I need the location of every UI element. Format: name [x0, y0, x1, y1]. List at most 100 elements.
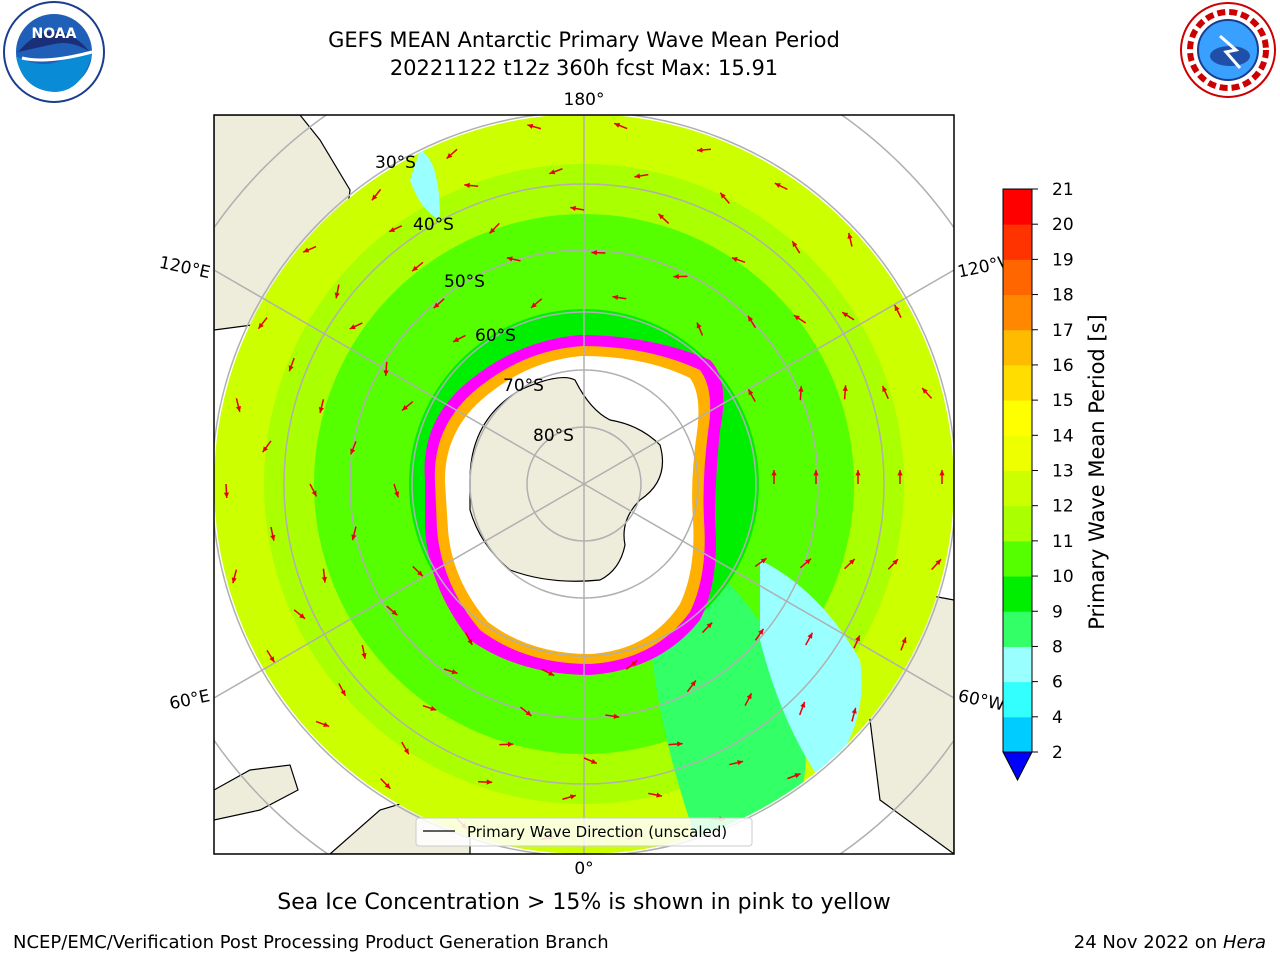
- colorbar-segment: [1003, 646, 1032, 683]
- colorbar-segment: [1003, 576, 1032, 612]
- wave-arrow-head: [389, 227, 396, 232]
- wave-arrow-head: [467, 638, 473, 645]
- lat-label-70s: 70°S: [503, 376, 544, 396]
- wave-arrow-head: [340, 689, 346, 696]
- wave-arrow-head: [842, 385, 848, 391]
- wave-arrow-head: [922, 387, 928, 394]
- lon-label-60w: 60°W: [956, 686, 1006, 715]
- wave-arrow-head: [262, 446, 268, 453]
- wave-arrow-head: [631, 660, 638, 666]
- wave-direction-arrows: [223, 122, 945, 841]
- wave-arrow-head: [849, 559, 855, 565]
- wave-arrow-head: [334, 292, 340, 299]
- lat-label-50s: 50°S: [444, 272, 485, 292]
- colorbar-tick-label: 14: [1052, 426, 1074, 446]
- wave-arrow-head: [697, 147, 703, 153]
- wave-arrow-head: [706, 622, 713, 629]
- noaa-logo-icon: NOAA: [3, 1, 105, 103]
- map-frame: 30°S 40°S 50°S 60°S 70°S 80°S Primary Wa…: [214, 115, 954, 854]
- wave-arrow-head: [371, 194, 378, 201]
- wave-arrow-head: [451, 669, 458, 675]
- wave-arrow-head: [318, 407, 324, 413]
- wave-arrow-head: [391, 609, 398, 616]
- wave-arrow-head: [569, 794, 576, 800]
- wave-arrow-head: [771, 470, 777, 476]
- wave-arrow-head: [311, 490, 317, 497]
- colorbar-segment: [1003, 400, 1032, 436]
- colorbar-segment: [1003, 716, 1032, 753]
- wave-arrow-head: [383, 370, 389, 376]
- wave-arrow-head: [855, 635, 860, 642]
- colorbar-tick-label: 8: [1052, 637, 1063, 657]
- footer-date-prefix: 24 Nov 2022 on: [1073, 932, 1223, 953]
- colorbar-segment: [1003, 329, 1032, 366]
- colorbar-tick-label: 9: [1052, 602, 1063, 622]
- lon-label-60e: 60°E: [168, 686, 212, 714]
- wave-arrow-head: [590, 758, 597, 764]
- wave-arrow-head: [453, 337, 460, 342]
- wave-arrow-head: [935, 559, 942, 566]
- wave-arrow-head: [658, 213, 665, 220]
- wave-arrow-head: [746, 693, 752, 700]
- wave-arrow-head: [851, 707, 857, 714]
- wave-arrow-head: [525, 710, 532, 716]
- lon-label-120e: 120°E: [157, 253, 212, 283]
- wave-arrow-head: [612, 294, 619, 301]
- wave-arrow-head: [351, 534, 357, 541]
- wave-arrow-head: [321, 576, 327, 583]
- colorbar-segment: [1003, 364, 1032, 401]
- wave-arrow-head: [299, 613, 306, 619]
- colorbar-tick-label: 19: [1052, 250, 1074, 270]
- wave-arrow-head: [270, 534, 276, 541]
- antarctica-land: [469, 377, 664, 582]
- wave-arrow-head: [842, 312, 849, 318]
- wave-arrow-head: [506, 256, 513, 262]
- wave-arrow-head: [417, 570, 423, 577]
- colorbar-segment: [1003, 435, 1032, 471]
- colorbar-label: Primary Wave Mean Period [s]: [1085, 314, 1109, 630]
- wave-arrow-head: [548, 670, 555, 676]
- wave-arrow-head: [677, 741, 683, 747]
- colorbar-segment: [1003, 259, 1032, 296]
- sea-ice-note: Sea Ice Concentration > 15% is shown in …: [277, 890, 891, 915]
- title-line-1: GEFS MEAN Antarctic Primary Wave Mean Pe…: [328, 28, 840, 52]
- colorbar-segment: [1003, 189, 1032, 225]
- colorbar-tick-label: 21: [1052, 180, 1074, 200]
- colorbar-tick-label: 18: [1052, 286, 1074, 306]
- wave-arrow-head: [591, 250, 597, 256]
- wave-arrow-head: [433, 302, 440, 309]
- wave-arrow-head: [690, 680, 696, 687]
- wave-arrow-head: [800, 701, 806, 708]
- wave-arrow-head: [527, 123, 534, 129]
- colorbar-tick-label: 16: [1052, 356, 1074, 376]
- lat-label-30s: 30°S: [375, 153, 416, 173]
- wave-arrow-head: [813, 470, 819, 476]
- lat-label-80s: 80°S: [533, 426, 574, 446]
- wave-arrow-head: [446, 153, 453, 159]
- wave-arrow-head: [269, 656, 275, 663]
- wave-arrow-head: [894, 305, 900, 312]
- wave-arrow-head: [807, 632, 813, 639]
- wave-arrow-head: [303, 247, 310, 253]
- wave-arrow-head: [486, 779, 493, 785]
- wave-arrow-head: [793, 315, 800, 321]
- colorbar-segment: [1003, 294, 1032, 331]
- wave-arrow-head: [892, 559, 899, 565]
- colorbar-segment: [1003, 540, 1032, 577]
- wave-arrow-head: [402, 405, 408, 411]
- wave-arrow-head: [758, 628, 764, 635]
- wave-arrow-head: [464, 182, 470, 189]
- map-legend: Primary Wave Direction (unscaled): [415, 817, 753, 847]
- wave-arrow-head: [634, 173, 641, 179]
- wave-arrow-head: [507, 741, 514, 747]
- map-border: [213, 114, 955, 855]
- wave-arrow-head: [223, 492, 230, 498]
- colorbar-extend-triangle: [1002, 751, 1033, 782]
- wave-arrow-head: [855, 470, 861, 476]
- noaa-logo-text: NOAA: [32, 26, 77, 42]
- wave-arrow-head: [323, 722, 330, 727]
- wave-arrow-head: [794, 773, 801, 779]
- colorbar-tick-label: 6: [1052, 673, 1063, 693]
- wave-arrow-head: [531, 302, 537, 308]
